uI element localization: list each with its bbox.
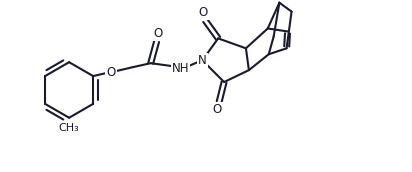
Text: CH₃: CH₃ (59, 123, 80, 133)
Text: O: O (106, 66, 116, 79)
Text: O: O (199, 6, 208, 19)
Text: N: N (198, 54, 207, 67)
Text: O: O (213, 103, 222, 116)
Text: O: O (153, 27, 162, 40)
Text: NH: NH (172, 62, 189, 75)
